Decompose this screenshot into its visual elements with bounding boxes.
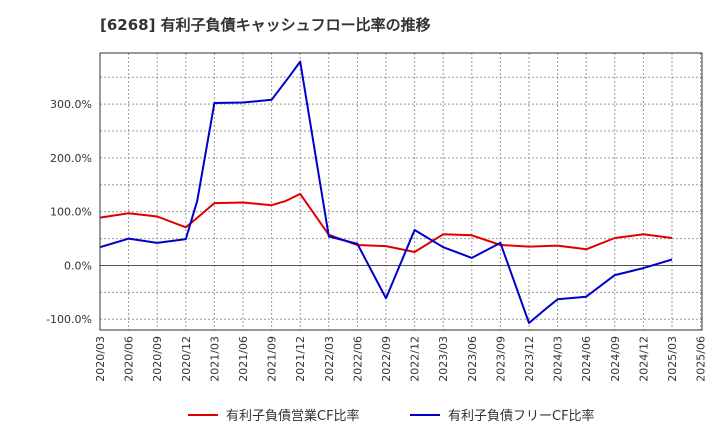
- x-tick-label: 2021/12: [294, 336, 307, 382]
- x-tick-label: 2021/06: [237, 336, 250, 382]
- legend: 有利子負債営業CF比率 有利子負債フリーCF比率: [188, 408, 595, 424]
- x-tick-label: 2020/09: [151, 336, 164, 382]
- chart-title: [6268] 有利子負債キャッシュフロー比率の推移: [100, 16, 431, 34]
- x-tick-label: 2020/12: [180, 336, 193, 382]
- x-tick-label: 2024/03: [552, 336, 565, 382]
- x-tick-label: 2023/06: [466, 336, 479, 382]
- x-tick-label: 2020/03: [94, 336, 107, 382]
- y-tick-label: 300.0%: [50, 98, 92, 111]
- x-tick-label: 2022/03: [323, 336, 336, 382]
- x-tick-label: 2022/12: [409, 336, 422, 382]
- series-line-2: [99, 60, 673, 324]
- x-tick-label: 2020/06: [123, 336, 136, 382]
- x-tick-label: 2024/06: [580, 336, 593, 382]
- x-tick-label: 2023/12: [523, 336, 536, 382]
- x-tick-label: 2024/12: [637, 336, 650, 382]
- y-tick-label: 100.0%: [50, 206, 92, 219]
- legend-label-1: 有利子負債営業CF比率: [226, 408, 360, 424]
- plot-background: [100, 53, 702, 330]
- x-tick-label: 2021/03: [208, 336, 221, 382]
- grid-layer: [99, 53, 702, 330]
- x-tick-label: 2023/09: [494, 336, 507, 382]
- series-layer: [99, 60, 673, 324]
- plot-frame: [99, 52, 703, 331]
- x-tick-label: 2022/09: [380, 336, 393, 382]
- x-tick-label: 2022/06: [351, 336, 364, 382]
- x-tick-label: 2025/06: [695, 336, 708, 382]
- x-tick-label: 2024/09: [609, 336, 622, 382]
- x-tick-label: 2025/03: [666, 336, 679, 382]
- y-axis: -100.0% 0.0% 100.0% 200.0% 300.0%: [46, 98, 92, 326]
- y-tick-label: 200.0%: [50, 152, 92, 165]
- legend-label-2: 有利子負債フリーCF比率: [448, 408, 595, 424]
- y-tick-label: 0.0%: [64, 259, 92, 272]
- x-tick-label: 2021/09: [266, 336, 279, 382]
- y-tick-label: -100.0%: [46, 313, 92, 326]
- x-tick-label: 2023/03: [437, 336, 450, 382]
- x-axis: 2020/03 2020/06 2020/09 2020/12 2021/03 2021/…: [94, 336, 708, 382]
